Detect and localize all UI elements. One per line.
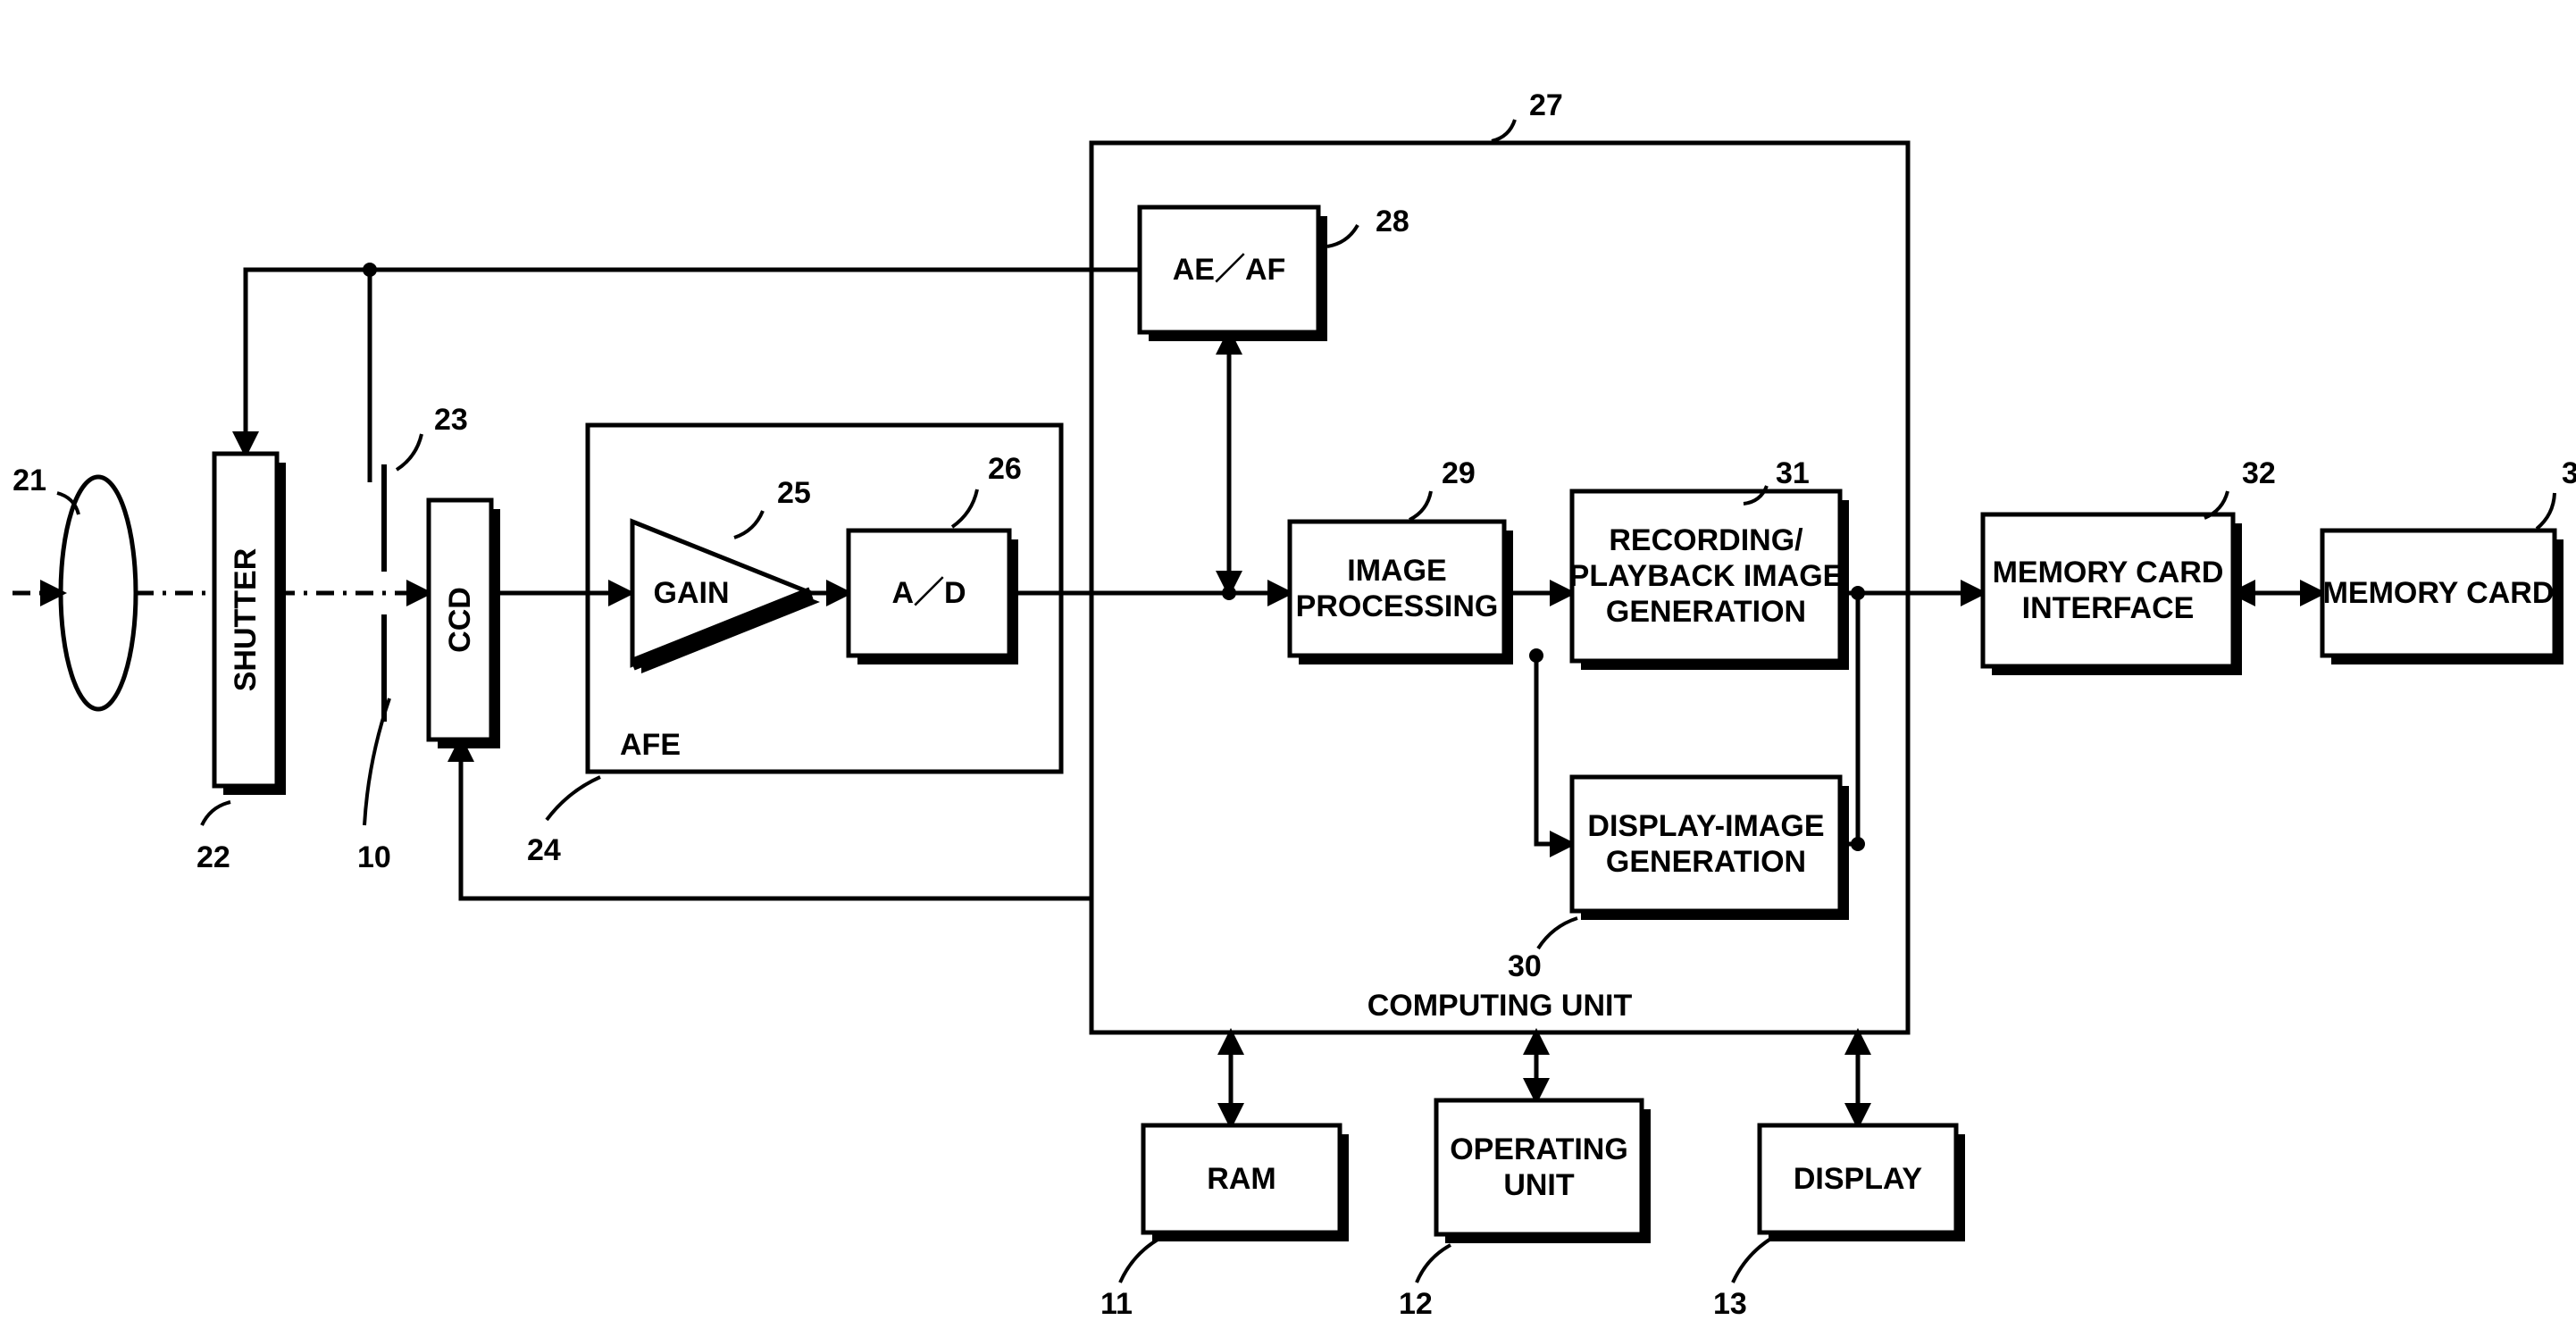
svg-text:10: 10 bbox=[357, 840, 391, 874]
svg-text:MEMORY CARD: MEMORY CARD bbox=[2323, 576, 2555, 610]
svg-text:AE／AF: AE／AF bbox=[1173, 253, 1286, 287]
svg-text:SHUTTER: SHUTTER bbox=[229, 548, 263, 692]
svg-text:MEMORY CARD: MEMORY CARD bbox=[1993, 556, 2224, 589]
svg-text:AFE: AFE bbox=[620, 728, 681, 762]
svg-text:12: 12 bbox=[1399, 1287, 1433, 1321]
svg-text:31: 31 bbox=[1776, 456, 1810, 490]
svg-text:RECORDING/: RECORDING/ bbox=[1609, 523, 1803, 557]
svg-text:UNIT: UNIT bbox=[1503, 1168, 1575, 1202]
svg-text:29: 29 bbox=[1442, 456, 1476, 490]
svg-text:PLAYBACK IMAGE: PLAYBACK IMAGE bbox=[1569, 559, 1844, 593]
svg-text:PROCESSING: PROCESSING bbox=[1296, 589, 1499, 623]
svg-text:28: 28 bbox=[1376, 205, 1409, 238]
svg-text:GAIN: GAIN bbox=[654, 576, 730, 610]
svg-text:A／D: A／D bbox=[891, 576, 966, 610]
svg-text:33: 33 bbox=[2562, 456, 2576, 490]
svg-text:11: 11 bbox=[1100, 1287, 1133, 1321]
svg-text:24: 24 bbox=[527, 833, 561, 867]
svg-text:GENERATION: GENERATION bbox=[1606, 845, 1806, 879]
svg-text:COMPUTING UNIT: COMPUTING UNIT bbox=[1367, 989, 1633, 1023]
svg-text:GENERATION: GENERATION bbox=[1606, 595, 1806, 629]
svg-text:CCD: CCD bbox=[443, 587, 477, 653]
svg-text:22: 22 bbox=[197, 840, 230, 874]
svg-text:DISPLAY-IMAGE: DISPLAY-IMAGE bbox=[1587, 809, 1824, 843]
svg-text:DISPLAY: DISPLAY bbox=[1794, 1162, 1923, 1196]
svg-text:RAM: RAM bbox=[1207, 1162, 1275, 1196]
block-diagram: COMPUTING UNIT 27 AFE 24 21 23 GAIN 25 SHUTTER 22… bbox=[0, 0, 2576, 1337]
svg-text:IMAGE: IMAGE bbox=[1347, 554, 1446, 588]
svg-text:30: 30 bbox=[1508, 949, 1542, 983]
svg-text:INTERFACE: INTERFACE bbox=[2022, 591, 2195, 625]
svg-text:OPERATING: OPERATING bbox=[1450, 1132, 1628, 1166]
svg-text:32: 32 bbox=[2242, 456, 2276, 490]
svg-text:23: 23 bbox=[434, 403, 468, 437]
svg-text:21: 21 bbox=[13, 464, 46, 497]
svg-text:25: 25 bbox=[777, 476, 811, 510]
svg-text:13: 13 bbox=[1713, 1287, 1747, 1321]
svg-text:26: 26 bbox=[988, 452, 1022, 486]
svg-text:27: 27 bbox=[1529, 88, 1563, 122]
